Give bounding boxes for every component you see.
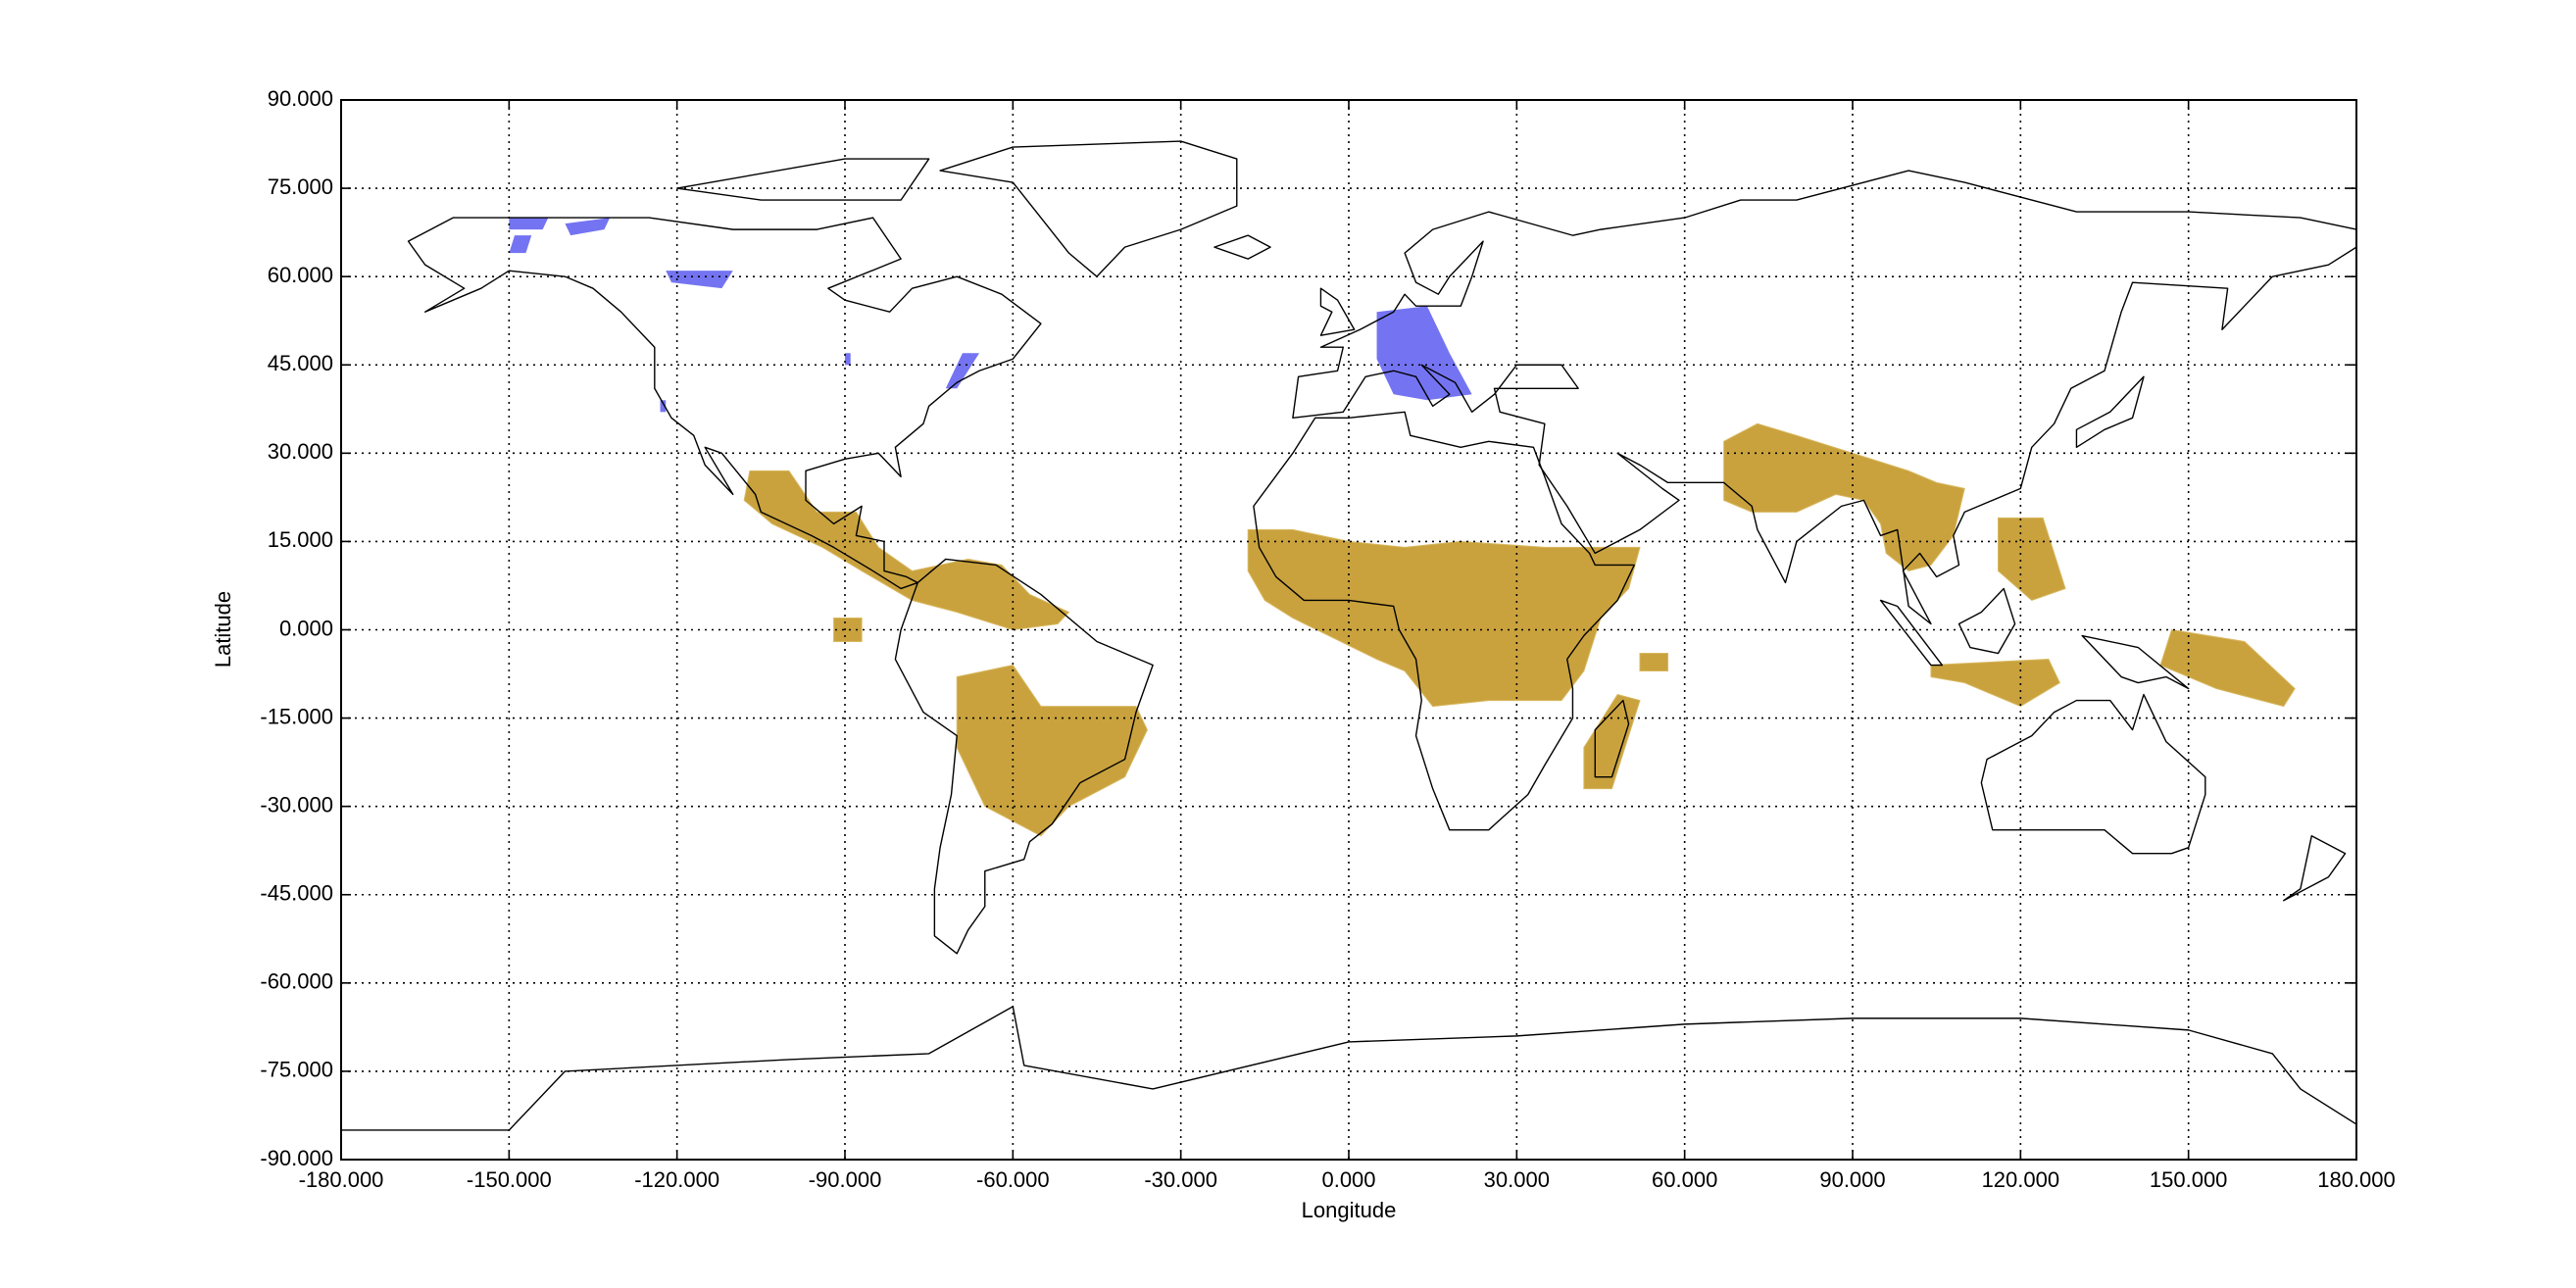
coast-north-america <box>409 218 1041 588</box>
plot-frame <box>340 99 2357 1161</box>
patch <box>845 353 851 366</box>
region-galapagos <box>834 618 863 641</box>
y-tick-label: 30.000 <box>268 439 333 464</box>
y-tick-label: 0.000 <box>279 616 333 640</box>
region-central-america <box>744 471 1068 629</box>
patch <box>509 235 532 254</box>
y-tick-label: 45.000 <box>268 351 333 375</box>
shaded-regions <box>744 423 2295 835</box>
y-tick-label: -75.000 <box>260 1058 333 1082</box>
region-brazil <box>957 666 1147 836</box>
coast-new-guinea <box>2082 636 2189 689</box>
region-south-asia <box>1724 423 1965 570</box>
coast-africa <box>1254 412 1634 829</box>
x-tick-label: 0.000 <box>1321 1167 1375 1192</box>
x-tick-label: 60.000 <box>1652 1167 1717 1192</box>
region-philippines <box>1998 518 2065 600</box>
y-tick-label: -30.000 <box>260 792 333 817</box>
coast-australia <box>1981 695 2204 854</box>
coast-greenland <box>940 141 1237 276</box>
x-tick-label: 180.000 <box>2317 1167 2396 1192</box>
coast-arctic-islands <box>677 159 929 200</box>
y-tick-label: 60.000 <box>268 263 333 287</box>
region-seychelles <box>1640 654 1668 671</box>
coast-madagascar <box>1595 701 1628 777</box>
x-tick-label: -180.000 <box>299 1167 384 1192</box>
y-tick-label: 90.000 <box>268 86 333 111</box>
region-indonesia <box>1931 660 2059 707</box>
coast-borneo <box>1959 588 2015 653</box>
y-tick-label: -15.000 <box>260 704 333 728</box>
x-tick-label: -150.000 <box>467 1167 552 1192</box>
x-tick-label: -120.000 <box>634 1167 719 1192</box>
coast-eurasia <box>1293 171 2356 623</box>
region-africa <box>1248 529 1640 706</box>
coast-south-america <box>895 559 1153 953</box>
patch <box>565 218 611 236</box>
patch <box>660 400 667 413</box>
y-tick-label: -45.000 <box>260 881 333 906</box>
x-tick-label: 30.000 <box>1484 1167 1550 1192</box>
coast-iceland <box>1214 235 1270 259</box>
x-tick-label: -60.000 <box>976 1167 1050 1192</box>
y-tick-label: -60.000 <box>260 969 333 994</box>
x-tick-label: -30.000 <box>1144 1167 1217 1192</box>
blue-regions <box>509 218 1472 413</box>
patch <box>666 271 733 289</box>
y-tick-label: 75.000 <box>268 174 333 199</box>
x-tick-label: 150.000 <box>2150 1167 2228 1192</box>
coast-sumatra <box>1881 600 1943 665</box>
y-tick-label: 15.000 <box>268 527 333 552</box>
coast-britain <box>1320 288 1354 335</box>
coast-new-zealand <box>2284 836 2346 901</box>
y-axis-label: Latitude <box>211 591 235 668</box>
patch <box>1376 306 1472 401</box>
x-tick-label: -90.000 <box>809 1167 882 1192</box>
x-axis-label: Longitude <box>1302 1198 1397 1222</box>
x-tick-label: 120.000 <box>1982 1167 2060 1192</box>
geo-layer <box>341 141 2356 1130</box>
patch <box>945 353 980 389</box>
x-tick-label: 90.000 <box>1819 1167 1885 1192</box>
y-tick-label: -90.000 <box>260 1146 333 1170</box>
coast-japan <box>2076 376 2144 447</box>
patch <box>509 218 549 230</box>
